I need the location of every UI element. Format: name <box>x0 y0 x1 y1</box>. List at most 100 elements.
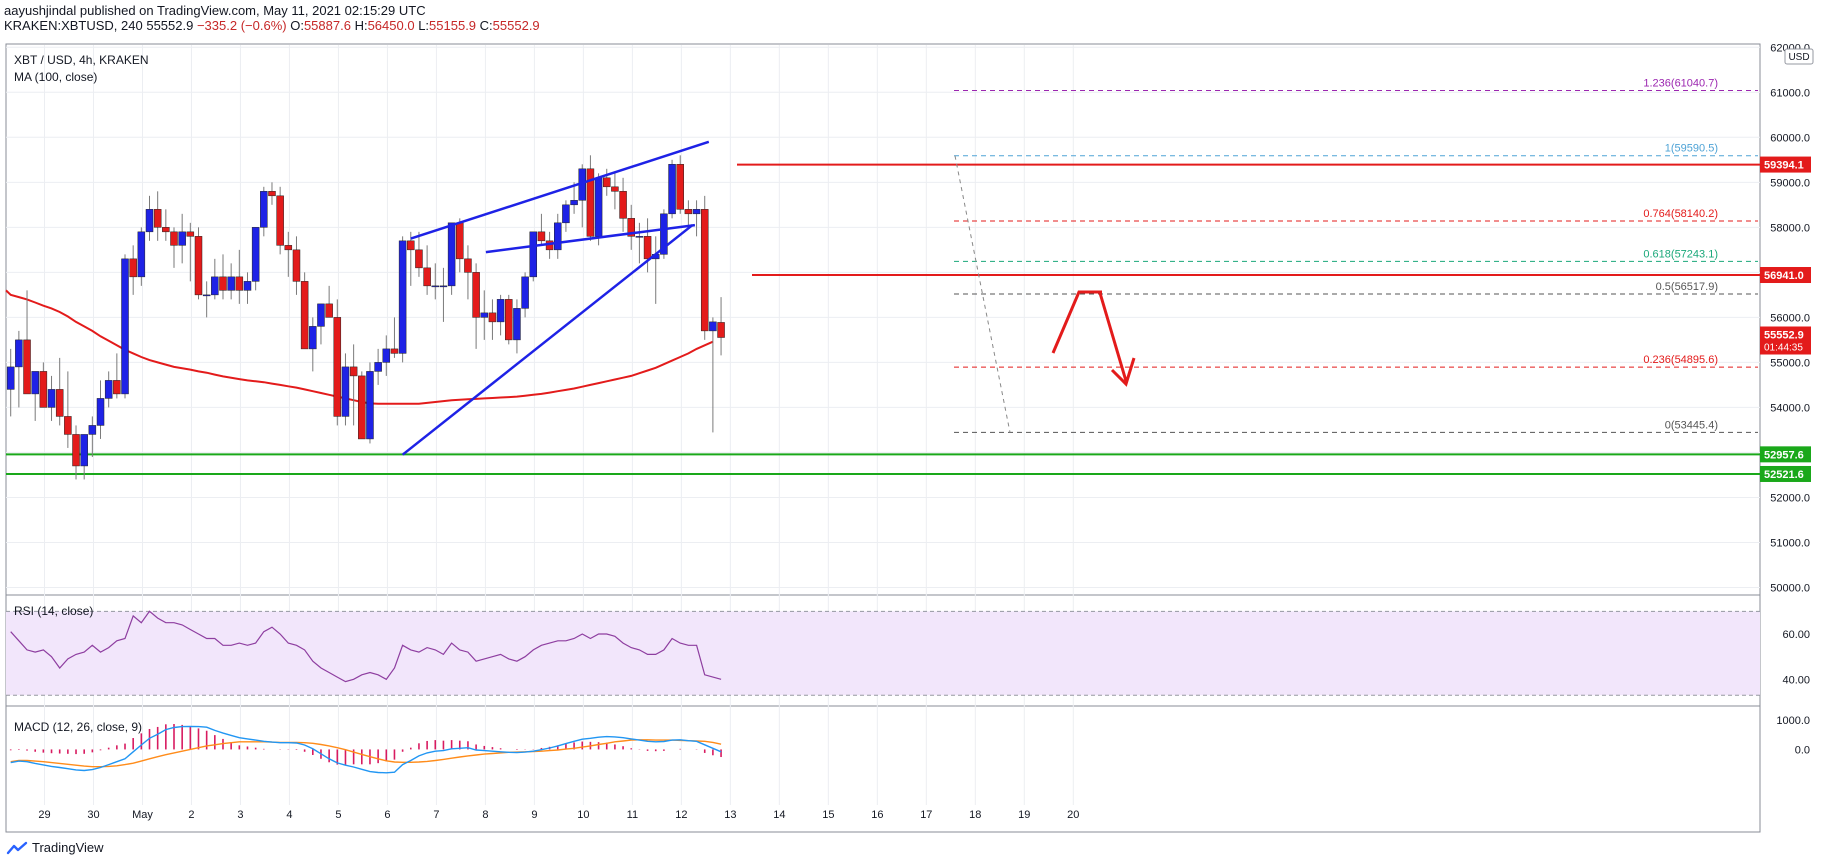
candle-body <box>496 299 505 323</box>
x-tick-label: 5 <box>335 809 341 821</box>
candle-body <box>570 200 578 206</box>
x-tick-label: 2 <box>188 809 194 821</box>
candle-body <box>660 213 668 255</box>
candle-body <box>6 366 15 390</box>
footer-brand[interactable]: TradingView <box>32 840 104 855</box>
symbol-label: KRAKEN:XBTUSD, 240 <box>4 18 143 33</box>
candle-body <box>23 339 31 395</box>
candle-body <box>64 416 72 435</box>
low-label: L: <box>418 18 430 33</box>
candle-body <box>292 249 301 282</box>
candle-body <box>178 231 186 246</box>
candle-body <box>39 371 48 408</box>
fib-level-label: 0.236(54895.6) <box>1643 354 1718 366</box>
projection-arrow-head <box>1110 357 1136 387</box>
candle-body <box>219 276 227 291</box>
candle-body <box>554 222 562 251</box>
author-name[interactable]: aayushjindal <box>4 3 77 18</box>
candle-body <box>431 285 440 288</box>
rsi-line <box>10 610 722 683</box>
level-tag <box>1760 446 1811 463</box>
macd-tick-label: 1000.0 <box>1776 715 1810 727</box>
candle-body <box>268 191 276 197</box>
rsi-tick-label: 60.00 <box>1782 629 1810 641</box>
x-tick-label: 29 <box>38 809 50 821</box>
y-tick-label: 58000.0 <box>1770 222 1810 234</box>
x-tick-label: 13 <box>724 809 736 821</box>
candle-body <box>472 272 480 318</box>
currency-badge <box>1784 48 1814 65</box>
candle-body <box>537 231 546 242</box>
candle-body <box>586 168 595 237</box>
candle-body <box>113 380 121 395</box>
x-tick-label: 20 <box>1067 809 1079 821</box>
price-change: −335.2 (−0.6%) <box>196 18 287 33</box>
candle-body <box>529 231 538 278</box>
high-value: 56450.0 <box>367 18 415 33</box>
y-tick-label: 52000.0 <box>1770 492 1810 504</box>
level-tag <box>1760 465 1811 482</box>
x-tick-label: 15 <box>822 809 834 821</box>
y-tick-label: 60000.0 <box>1770 132 1810 144</box>
candle-body <box>562 204 570 224</box>
x-tick-label: 3 <box>237 809 243 821</box>
x-tick-label: 4 <box>286 809 292 821</box>
projection-arrow-up <box>1051 290 1102 354</box>
fib-level-label: 0.5(56517.9) <box>1656 281 1718 293</box>
y-tick-label: 54000.0 <box>1770 402 1810 414</box>
candle-body <box>251 227 260 282</box>
candle-body <box>55 389 64 417</box>
trendline <box>410 140 710 240</box>
candle-body <box>602 177 611 188</box>
tradingview-logo-icon <box>6 841 28 854</box>
low-value: 55155.9 <box>429 18 477 33</box>
fib-level-label: 0.618(57243.1) <box>1643 248 1718 260</box>
x-tick-label: 12 <box>675 809 687 821</box>
candle-body <box>72 434 80 467</box>
x-tick-label: May <box>132 809 153 821</box>
candle-body <box>398 240 407 354</box>
open-value: 55887.6 <box>303 18 351 33</box>
candle-body <box>447 222 456 287</box>
x-tick-label: 6 <box>384 809 390 821</box>
chart-title: XBT / USD, 4h, KRAKEN <box>14 53 149 67</box>
candle-body <box>137 231 146 278</box>
last-price: 55552.9 <box>146 18 194 33</box>
candle-body <box>145 209 154 233</box>
candle-body <box>635 236 644 238</box>
candle-body <box>668 164 676 215</box>
x-tick-label: 18 <box>969 809 981 821</box>
candle-body <box>643 236 652 260</box>
rsi-band <box>6 611 1760 696</box>
last-price-value: 55552.9 <box>1764 330 1804 342</box>
candle-body <box>374 362 382 372</box>
candle-body <box>627 218 635 237</box>
candle-body <box>88 425 97 435</box>
candle-body <box>480 312 489 318</box>
rsi-tick-label: 40.00 <box>1782 674 1810 686</box>
candle-body <box>382 348 391 363</box>
candle-body <box>276 195 284 246</box>
rsi-title: RSI (14, close) <box>14 604 93 618</box>
candle-body <box>129 258 137 278</box>
candle-body <box>194 236 203 296</box>
candle-body <box>594 177 603 237</box>
y-tick-label: 50000.0 <box>1770 582 1810 594</box>
candle-body <box>162 227 170 233</box>
candle-body <box>235 276 244 291</box>
macd-line <box>10 725 722 774</box>
candle-body <box>325 303 333 318</box>
trendline <box>485 223 696 254</box>
x-tick-label: 17 <box>920 809 932 821</box>
candle-body <box>300 281 309 350</box>
candle-body <box>309 326 317 350</box>
y-tick-label: 56000.0 <box>1770 312 1810 324</box>
ma100-line <box>5 289 714 405</box>
candle-body <box>104 380 113 399</box>
x-tick-label: 7 <box>433 809 439 821</box>
candle-body <box>243 281 252 291</box>
last-price-countdown: 01:44:35 <box>1764 343 1803 354</box>
candle-body <box>341 366 350 417</box>
candle-body <box>456 222 464 260</box>
